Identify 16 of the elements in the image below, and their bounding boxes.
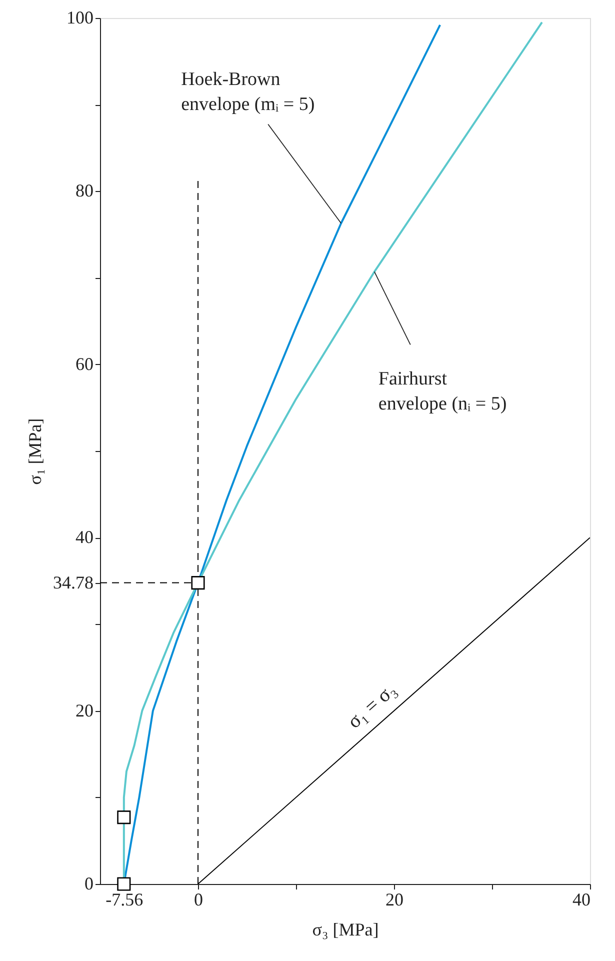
y-tick-label: 0: [84, 874, 94, 894]
y-tick-label: 80: [76, 180, 94, 201]
y-tick-label: 100: [66, 8, 94, 28]
x-tick-label: 0: [194, 890, 203, 910]
annotation: σ₁ = σ₃: [343, 678, 401, 734]
y-tick-label: 40: [76, 527, 94, 548]
annotation: Fairhurst envelope (nᵢ = 5): [378, 368, 507, 415]
y-tick-label: 60: [76, 354, 94, 374]
x-tick-label: 40: [572, 890, 590, 910]
y-axis-title: σ₁ [MPa]: [25, 418, 45, 485]
x-tick-label: -7.56: [106, 890, 144, 910]
y-tick-label: 34.78: [53, 572, 94, 592]
x-axis-title: σ₃ [MPa]: [312, 920, 379, 940]
x-tick-label: 20: [386, 890, 404, 910]
annotation: Hoek-Brown envelope (mᵢ = 5): [181, 69, 315, 116]
y-tick-label: 20: [76, 700, 94, 720]
